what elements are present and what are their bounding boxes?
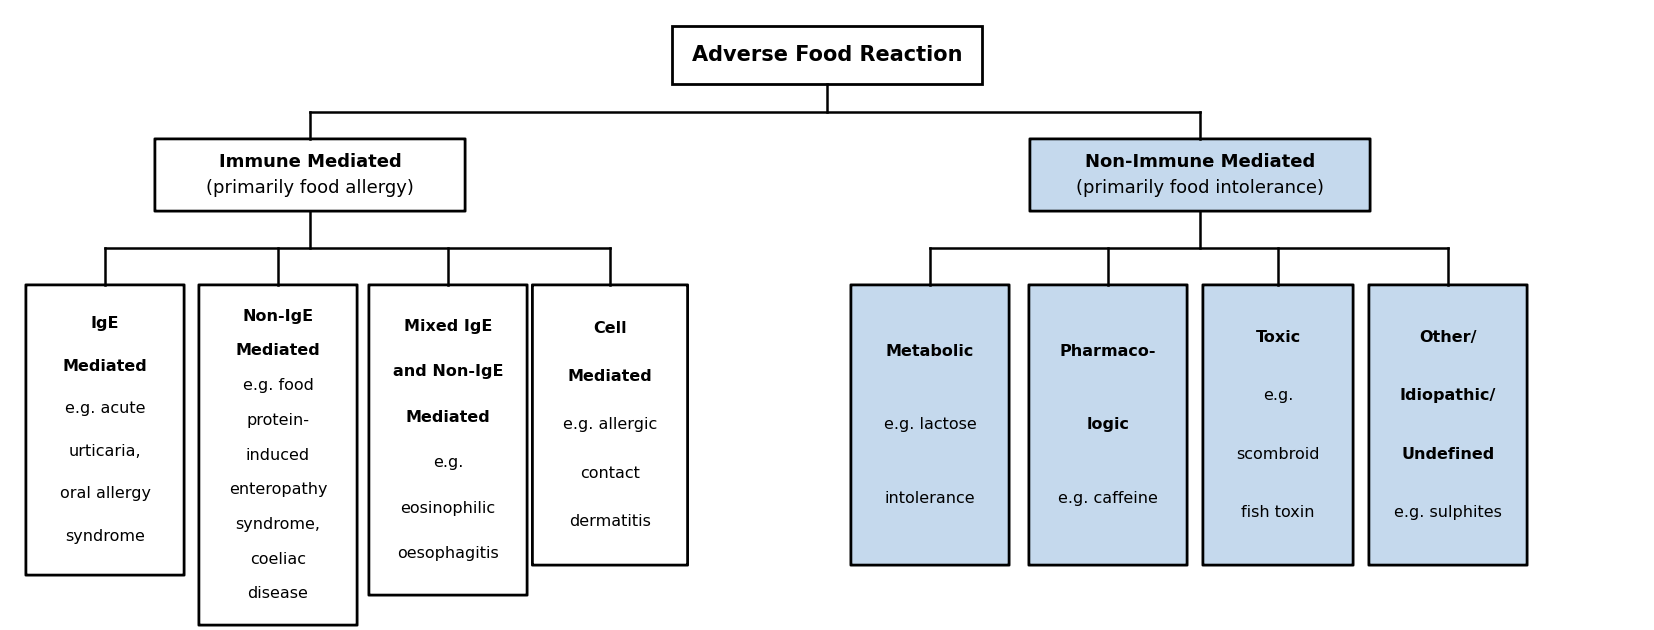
- FancyBboxPatch shape: [155, 139, 465, 211]
- Text: intolerance: intolerance: [885, 491, 976, 506]
- Text: Mediated: Mediated: [235, 343, 321, 358]
- FancyBboxPatch shape: [1202, 285, 1353, 565]
- Text: e.g. food: e.g. food: [243, 378, 314, 393]
- Text: Pharmaco-: Pharmaco-: [1060, 344, 1156, 359]
- FancyBboxPatch shape: [369, 285, 528, 595]
- Text: Undefined: Undefined: [1401, 447, 1495, 462]
- Text: e.g.: e.g.: [433, 455, 463, 470]
- Text: Toxic: Toxic: [1255, 330, 1300, 345]
- Text: syndrome: syndrome: [65, 529, 146, 544]
- Text: dermatitis: dermatitis: [569, 514, 652, 529]
- Text: IgE: IgE: [91, 316, 119, 331]
- Text: e.g. lactose: e.g. lactose: [883, 418, 976, 433]
- Text: oral allergy: oral allergy: [60, 486, 151, 501]
- Text: e.g. acute: e.g. acute: [65, 401, 146, 416]
- Text: coeliac: coeliac: [250, 552, 306, 566]
- Text: Other/: Other/: [1419, 330, 1477, 345]
- Text: oesophagitis: oesophagitis: [397, 546, 500, 561]
- Text: logic: logic: [1087, 418, 1130, 433]
- Text: (primarily food allergy): (primarily food allergy): [207, 179, 414, 197]
- Text: Mediated: Mediated: [405, 410, 490, 425]
- Text: Immune Mediated: Immune Mediated: [218, 153, 402, 171]
- Text: Mediated: Mediated: [567, 369, 652, 384]
- FancyBboxPatch shape: [672, 26, 982, 84]
- Text: urticaria,: urticaria,: [69, 444, 141, 459]
- Text: protein-: protein-: [246, 413, 309, 428]
- Text: syndrome,: syndrome,: [235, 517, 321, 532]
- FancyBboxPatch shape: [26, 285, 184, 575]
- FancyBboxPatch shape: [198, 285, 357, 625]
- Text: Cell: Cell: [594, 321, 627, 336]
- Text: e.g.: e.g.: [1262, 388, 1293, 403]
- FancyBboxPatch shape: [1030, 139, 1370, 211]
- Text: e.g. allergic: e.g. allergic: [562, 418, 657, 433]
- Text: Metabolic: Metabolic: [887, 344, 974, 359]
- FancyBboxPatch shape: [1029, 285, 1188, 565]
- Text: eosinophilic: eosinophilic: [400, 501, 496, 516]
- Text: Adverse Food Reaction: Adverse Food Reaction: [691, 45, 963, 65]
- Text: e.g. caffeine: e.g. caffeine: [1059, 491, 1158, 506]
- FancyBboxPatch shape: [1370, 285, 1527, 565]
- Text: (primarily food intolerance): (primarily food intolerance): [1077, 179, 1323, 197]
- Text: induced: induced: [246, 447, 309, 462]
- FancyBboxPatch shape: [533, 285, 688, 565]
- Text: and Non-IgE: and Non-IgE: [392, 364, 503, 379]
- Text: Mediated: Mediated: [63, 358, 147, 374]
- Text: contact: contact: [581, 466, 640, 481]
- Text: scombroid: scombroid: [1236, 447, 1320, 462]
- Text: Non-IgE: Non-IgE: [243, 309, 314, 324]
- Text: disease: disease: [248, 587, 308, 601]
- FancyBboxPatch shape: [850, 285, 1009, 565]
- Text: e.g. sulphites: e.g. sulphites: [1394, 505, 1502, 520]
- Text: Non-Immune Mediated: Non-Immune Mediated: [1085, 153, 1315, 171]
- Text: fish toxin: fish toxin: [1240, 505, 1315, 520]
- Text: Mixed IgE: Mixed IgE: [404, 319, 493, 333]
- Text: Idiopathic/: Idiopathic/: [1399, 388, 1497, 403]
- Text: enteropathy: enteropathy: [228, 482, 327, 497]
